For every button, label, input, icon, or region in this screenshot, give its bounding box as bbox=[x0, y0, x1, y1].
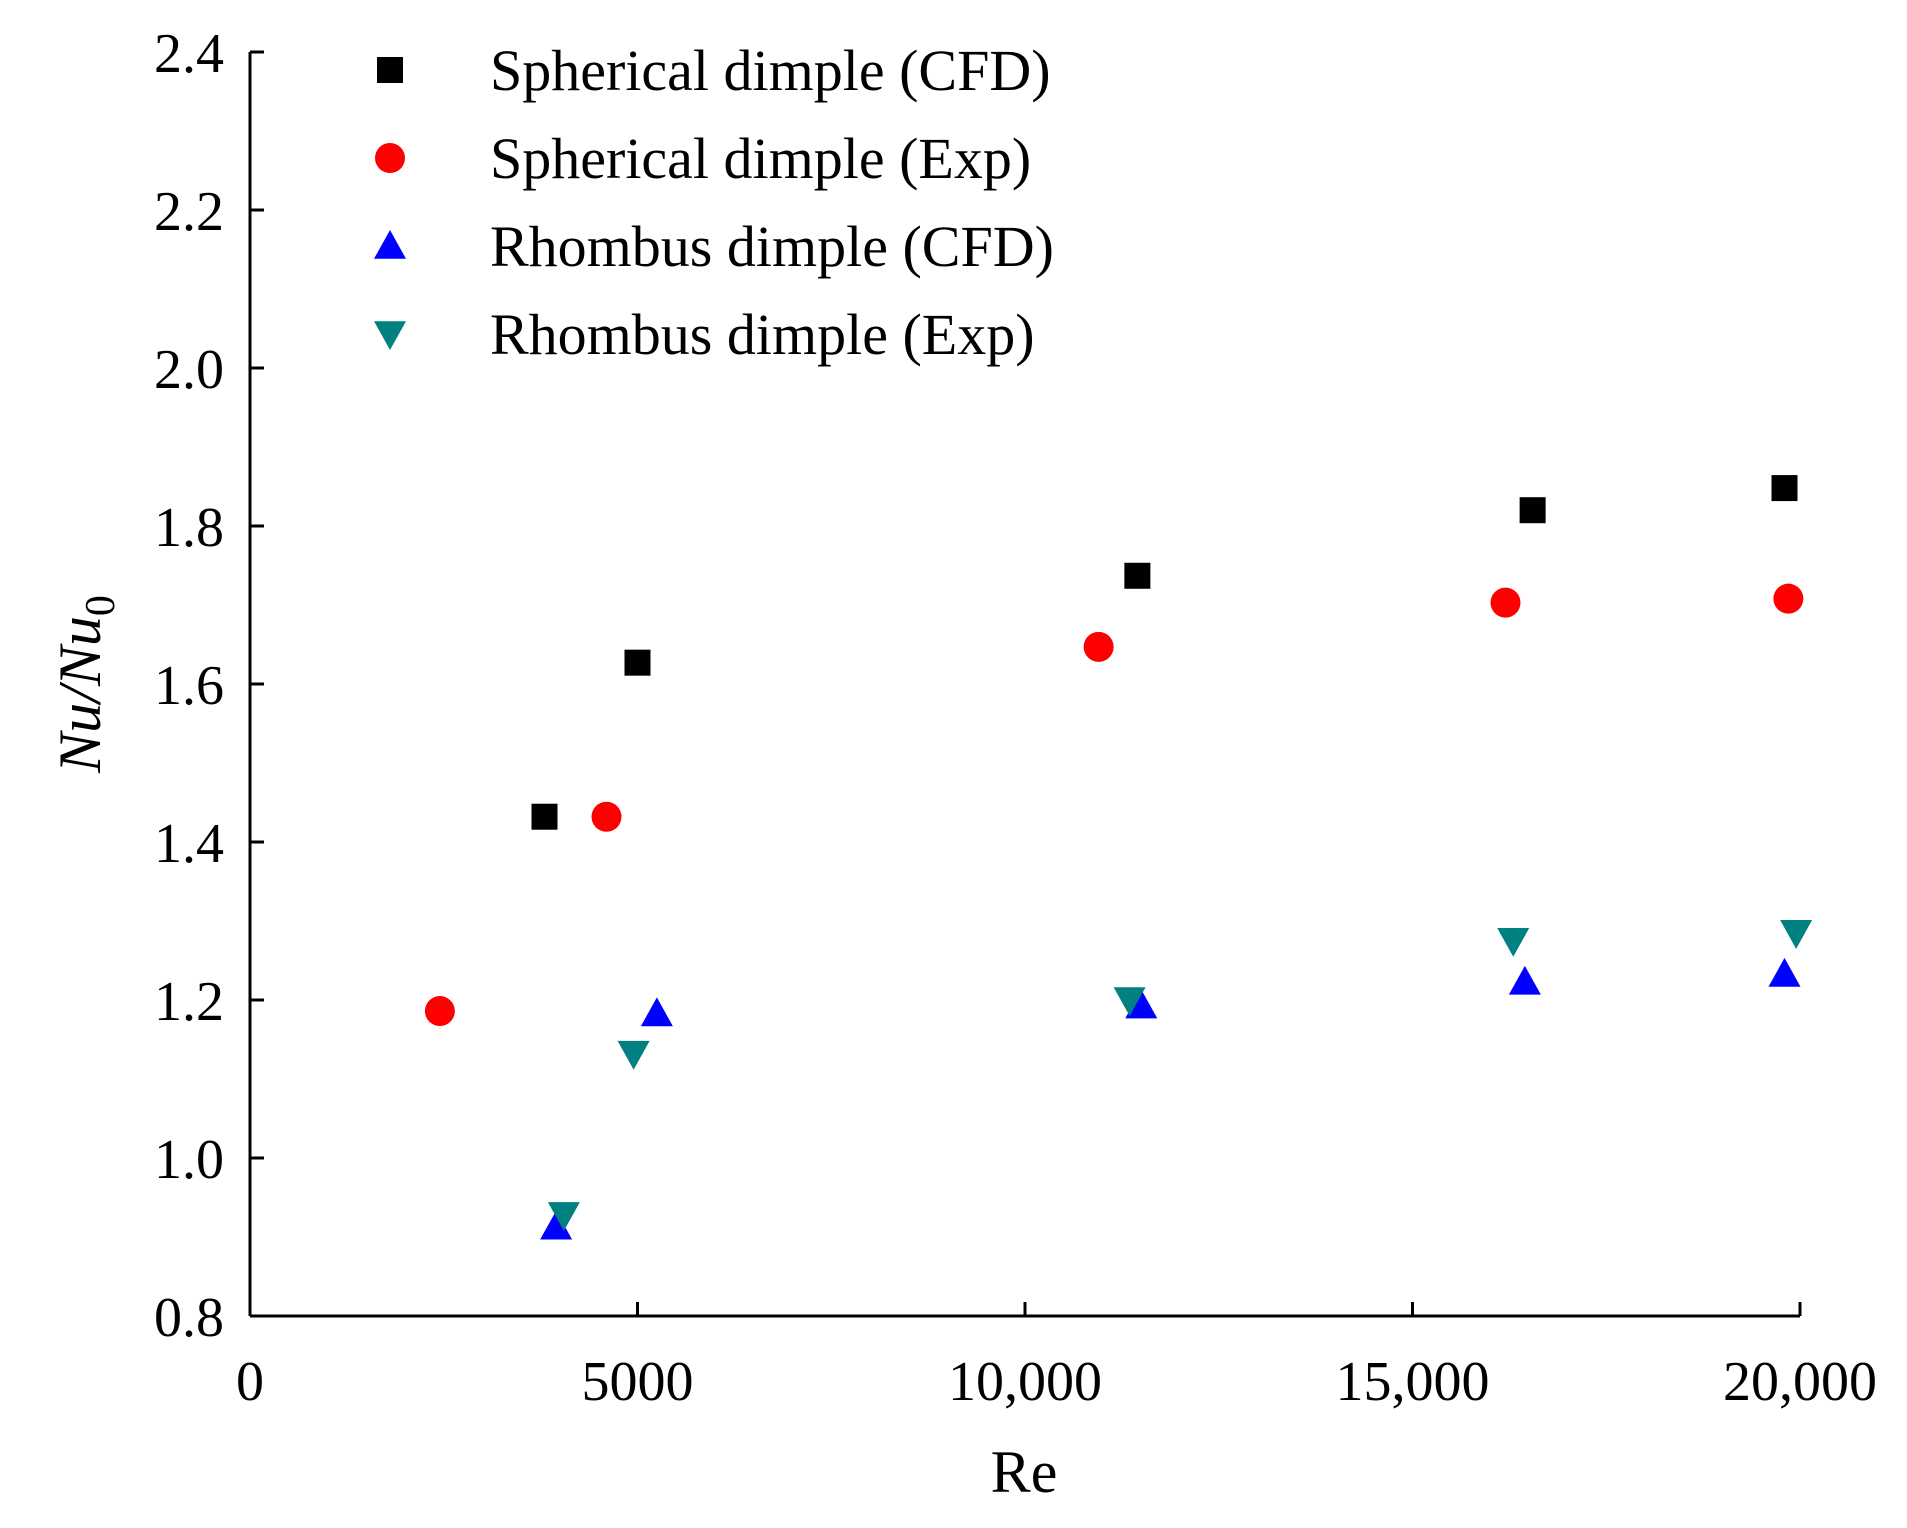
y-tick-label: 1.2 bbox=[154, 971, 224, 1033]
y-tick-label: 1.4 bbox=[154, 813, 224, 875]
y-tick-label: 2.0 bbox=[154, 339, 224, 401]
legend-label: Spherical dimple (CFD) bbox=[490, 38, 1051, 103]
data-point bbox=[1490, 587, 1521, 618]
data-point bbox=[1780, 920, 1813, 949]
y-axis-title-base: Nu/Nu bbox=[47, 616, 113, 774]
series-4 bbox=[547, 920, 1813, 1231]
x-tick-label: 15,000 bbox=[1336, 1351, 1490, 1413]
legend-marker bbox=[374, 321, 406, 350]
x-tick-label: 0 bbox=[236, 1351, 264, 1413]
x-tick-label: 5000 bbox=[582, 1351, 694, 1413]
y-tick-label: 1.8 bbox=[154, 497, 224, 559]
data-point bbox=[1773, 583, 1804, 614]
y-tick-label: 2.4 bbox=[154, 23, 224, 85]
legend-item: Spherical dimple (CFD) bbox=[377, 38, 1051, 103]
series-2 bbox=[424, 583, 1804, 1027]
data-point bbox=[1497, 927, 1530, 957]
legend: Spherical dimple (CFD) Spherical dimple (… bbox=[374, 38, 1054, 367]
x-tick-label: 20,000 bbox=[1723, 1351, 1877, 1413]
data-point bbox=[540, 1210, 573, 1240]
y-tick-label: 0.8 bbox=[154, 1287, 224, 1349]
legend-item: Spherical dimple (Exp) bbox=[375, 126, 1031, 191]
legend-marker bbox=[375, 143, 405, 173]
y-axis-title: Nu/Nu0 bbox=[47, 595, 124, 774]
legend-marker bbox=[377, 57, 403, 83]
series-3 bbox=[540, 957, 1801, 1240]
legend-item: Rhombus dimple (Exp) bbox=[374, 302, 1035, 367]
data-point bbox=[640, 997, 673, 1027]
data-point bbox=[1771, 475, 1798, 502]
axes: 0.8 1.0 1.2 1.4 1.6 1.8 2.0 2.2 2.4 0 5000 10,000 1… bbox=[154, 23, 1877, 1413]
legend-item: Rhombus dimple (CFD) bbox=[374, 214, 1054, 279]
y-tick-label: 1.6 bbox=[154, 655, 224, 717]
data-point bbox=[624, 649, 651, 676]
data-point bbox=[531, 803, 558, 830]
data-point bbox=[1125, 989, 1158, 1019]
data-point bbox=[1519, 497, 1546, 524]
x-axis-title: Re bbox=[991, 1439, 1058, 1505]
data-point bbox=[1768, 957, 1801, 987]
data-markers bbox=[424, 475, 1813, 1240]
y-tick-label: 1.0 bbox=[154, 1129, 224, 1191]
x-ticks: 0 5000 10,000 15,000 20,000 bbox=[236, 1302, 1877, 1413]
legend-label: Spherical dimple (Exp) bbox=[490, 126, 1031, 191]
x-tick-label: 10,000 bbox=[948, 1351, 1102, 1413]
data-point bbox=[1083, 631, 1114, 662]
y-tick-label: 2.2 bbox=[154, 181, 224, 243]
legend-label: Rhombus dimple (Exp) bbox=[490, 302, 1035, 367]
legend-label: Rhombus dimple (CFD) bbox=[490, 214, 1054, 279]
data-point bbox=[1508, 965, 1541, 995]
data-point bbox=[1113, 987, 1146, 1016]
data-point bbox=[424, 996, 455, 1027]
series-1 bbox=[531, 475, 1798, 830]
data-point bbox=[1124, 562, 1151, 589]
data-point bbox=[591, 801, 622, 832]
legend-marker bbox=[374, 230, 406, 259]
y-axis-title-subscript: 0 bbox=[78, 595, 124, 616]
data-point bbox=[547, 1202, 580, 1231]
y-ticks: 0.8 1.0 1.2 1.4 1.6 1.8 2.0 2.2 2.4 bbox=[154, 23, 264, 1349]
data-point bbox=[617, 1040, 650, 1070]
